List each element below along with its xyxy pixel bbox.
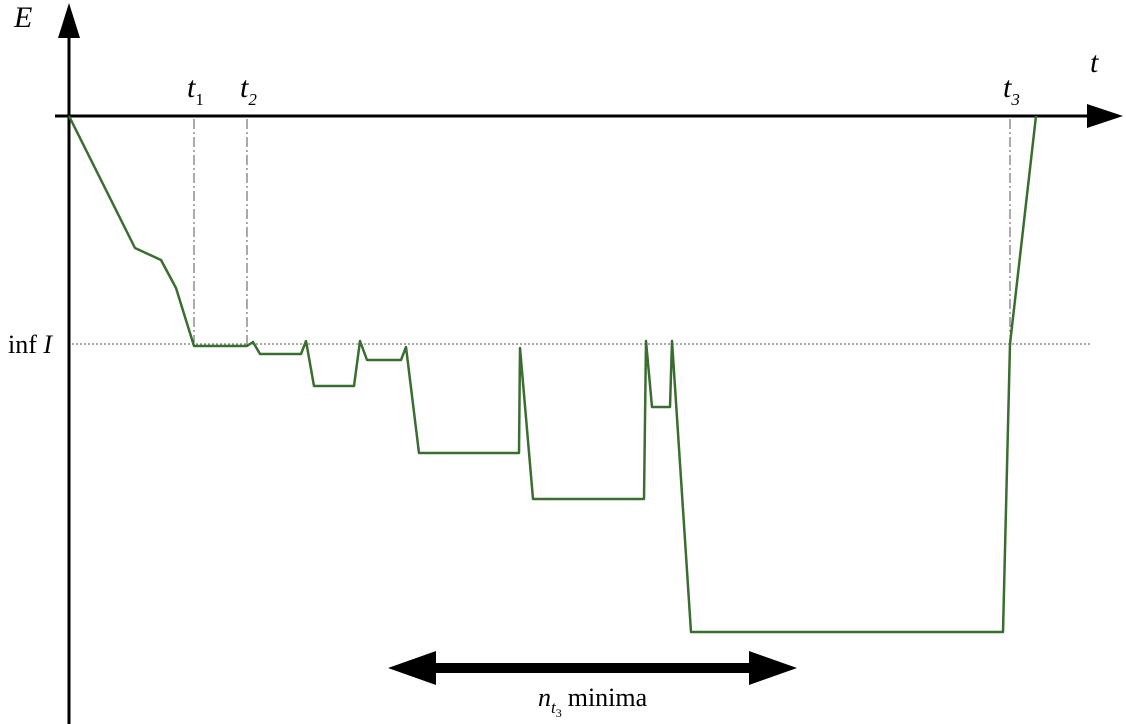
t3-label: t3 xyxy=(1003,71,1020,109)
minima-count-label: nt3minima xyxy=(538,683,648,720)
inf-label: inf I xyxy=(8,330,53,359)
y-axis-arrowhead xyxy=(58,3,80,38)
y-axis-label: E xyxy=(13,1,32,34)
energy-curve xyxy=(67,115,1038,634)
minima-range-arrow xyxy=(388,651,797,685)
x-axis-label: t xyxy=(1090,46,1099,79)
t1-label: t1 xyxy=(187,71,204,109)
x-axis-arrowhead xyxy=(1087,104,1123,128)
t2-label: t2 xyxy=(240,71,257,109)
